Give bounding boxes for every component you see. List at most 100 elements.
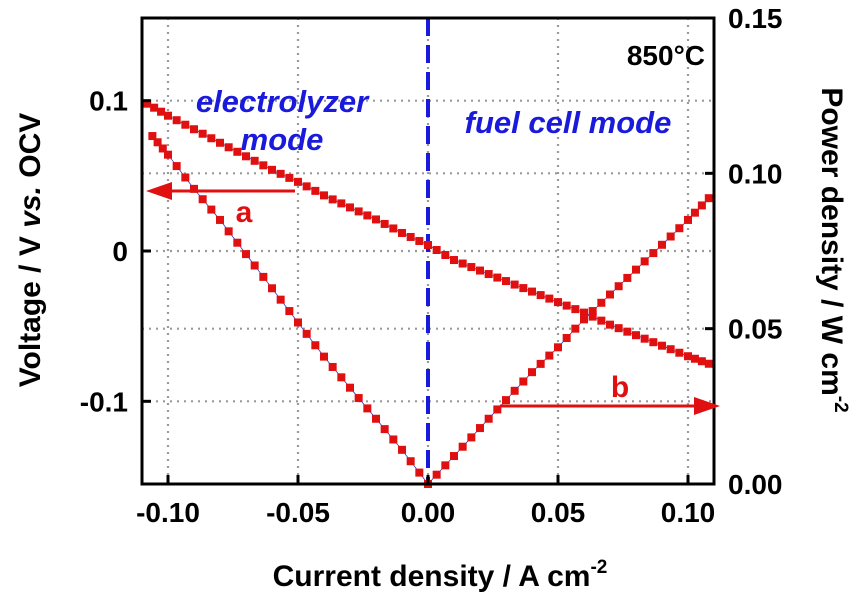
data-point-marker xyxy=(441,461,450,470)
data-point-marker xyxy=(198,195,207,204)
arrow-b-label: b xyxy=(611,371,629,404)
data-point-marker xyxy=(250,261,259,270)
data-point-marker xyxy=(458,259,467,268)
x-tick-label: 0.10 xyxy=(661,497,716,528)
data-point xyxy=(502,396,510,405)
data-point-marker xyxy=(623,327,632,336)
data-point-marker xyxy=(233,238,242,247)
data-point-marker xyxy=(441,251,450,260)
data-point xyxy=(268,284,276,293)
data-point-marker xyxy=(640,257,649,266)
data-point xyxy=(320,191,328,200)
data-point-marker xyxy=(363,211,372,220)
data-point-marker xyxy=(415,468,424,477)
arrow-a xyxy=(146,182,295,200)
data-point-marker xyxy=(597,298,606,307)
data-point xyxy=(476,424,484,433)
arrow-a-label: a xyxy=(236,196,253,229)
data-point-marker xyxy=(623,273,632,282)
data-point-marker xyxy=(389,435,398,444)
data-point-marker xyxy=(328,195,337,204)
data-point-marker xyxy=(588,312,597,321)
data-point-marker xyxy=(415,236,424,245)
data-point-marker xyxy=(259,161,268,170)
x-tick-label: 0.05 xyxy=(531,497,586,528)
data-point-marker xyxy=(158,144,167,153)
data-point xyxy=(450,256,458,265)
data-point-marker xyxy=(510,280,519,289)
data-point-marker xyxy=(649,338,658,347)
data-point-marker xyxy=(337,199,346,208)
data-point-marker xyxy=(181,173,190,182)
data-point xyxy=(346,203,354,212)
data-point xyxy=(632,331,640,340)
data-point xyxy=(346,383,354,392)
data-point-marker xyxy=(545,294,554,303)
fuel-cell-mode-label: fuel cell mode xyxy=(465,105,672,140)
y-right-tick-label: 0.05 xyxy=(728,314,783,345)
data-point xyxy=(320,352,328,361)
data-point-marker xyxy=(172,162,181,171)
data-point-marker xyxy=(276,295,285,304)
data-point-marker xyxy=(571,324,580,333)
x-tick-label: -0.05 xyxy=(266,497,330,528)
data-point-marker xyxy=(233,147,242,156)
data-point-marker xyxy=(285,307,294,316)
data-point-marker xyxy=(597,316,606,325)
data-point xyxy=(476,266,484,275)
x-tick-label: 0.00 xyxy=(401,497,456,528)
data-point xyxy=(372,414,380,423)
data-point-marker xyxy=(406,232,415,241)
data-point xyxy=(372,215,380,224)
data-point-marker xyxy=(207,205,216,214)
data-point-marker xyxy=(354,207,363,216)
data-point-marker xyxy=(697,357,706,366)
data-point-marker xyxy=(545,351,554,360)
data-point-marker xyxy=(311,341,320,350)
y-axis-left-title: Voltage / V vs. OCV xyxy=(14,113,47,388)
data-point xyxy=(528,287,536,296)
data-point-marker xyxy=(153,138,162,147)
data-point-marker xyxy=(302,182,311,191)
series-line-2 xyxy=(152,135,710,485)
data-point-marker xyxy=(484,414,493,423)
data-point-marker xyxy=(666,232,675,241)
data-point-marker xyxy=(328,362,337,371)
data-point xyxy=(190,125,198,134)
data-point xyxy=(242,250,250,259)
data-point-marker xyxy=(493,273,502,282)
data-point xyxy=(268,165,276,174)
data-point-marker xyxy=(181,120,190,129)
data-point-marker xyxy=(157,107,166,116)
data-point-marker xyxy=(207,134,216,143)
data-point-marker xyxy=(389,224,398,233)
y-right-tick-label: 0.10 xyxy=(728,158,783,189)
y-axis-right-title: Power density / W cm-2 xyxy=(815,87,851,412)
temperature-label: 850°C xyxy=(627,40,705,71)
data-point xyxy=(424,240,432,249)
data-point xyxy=(554,298,562,307)
data-point xyxy=(580,308,588,317)
data-point-marker xyxy=(337,373,346,382)
data-point xyxy=(164,111,172,120)
data-point-marker xyxy=(259,272,268,281)
data-point xyxy=(450,452,458,461)
data-point-marker xyxy=(354,394,363,403)
data-point-marker xyxy=(467,433,476,442)
data-point xyxy=(528,368,536,377)
data-point-marker xyxy=(198,129,207,138)
y-right-tick-label: 0.00 xyxy=(728,469,783,500)
data-point xyxy=(632,265,640,274)
data-point-marker xyxy=(519,284,528,293)
arrow-b xyxy=(500,397,720,415)
data-point xyxy=(704,359,713,368)
data-point-marker xyxy=(380,425,389,434)
data-point xyxy=(294,318,302,327)
data-point xyxy=(164,150,172,159)
data-point xyxy=(398,445,406,454)
data-point-marker xyxy=(519,377,528,386)
data-point-marker xyxy=(536,291,545,300)
data-point-marker xyxy=(649,249,658,258)
data-point-marker xyxy=(432,470,441,479)
